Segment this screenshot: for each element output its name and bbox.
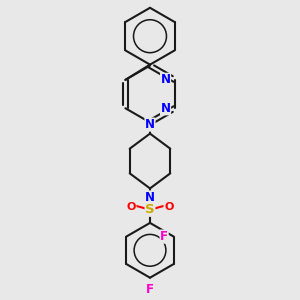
- Text: F: F: [160, 230, 168, 243]
- Text: S: S: [145, 203, 155, 216]
- Text: N: N: [160, 102, 170, 115]
- Text: N: N: [145, 191, 155, 204]
- Text: N: N: [160, 73, 170, 86]
- Text: O: O: [164, 202, 173, 212]
- Text: N: N: [145, 118, 155, 131]
- Text: F: F: [146, 283, 154, 296]
- Text: O: O: [127, 202, 136, 212]
